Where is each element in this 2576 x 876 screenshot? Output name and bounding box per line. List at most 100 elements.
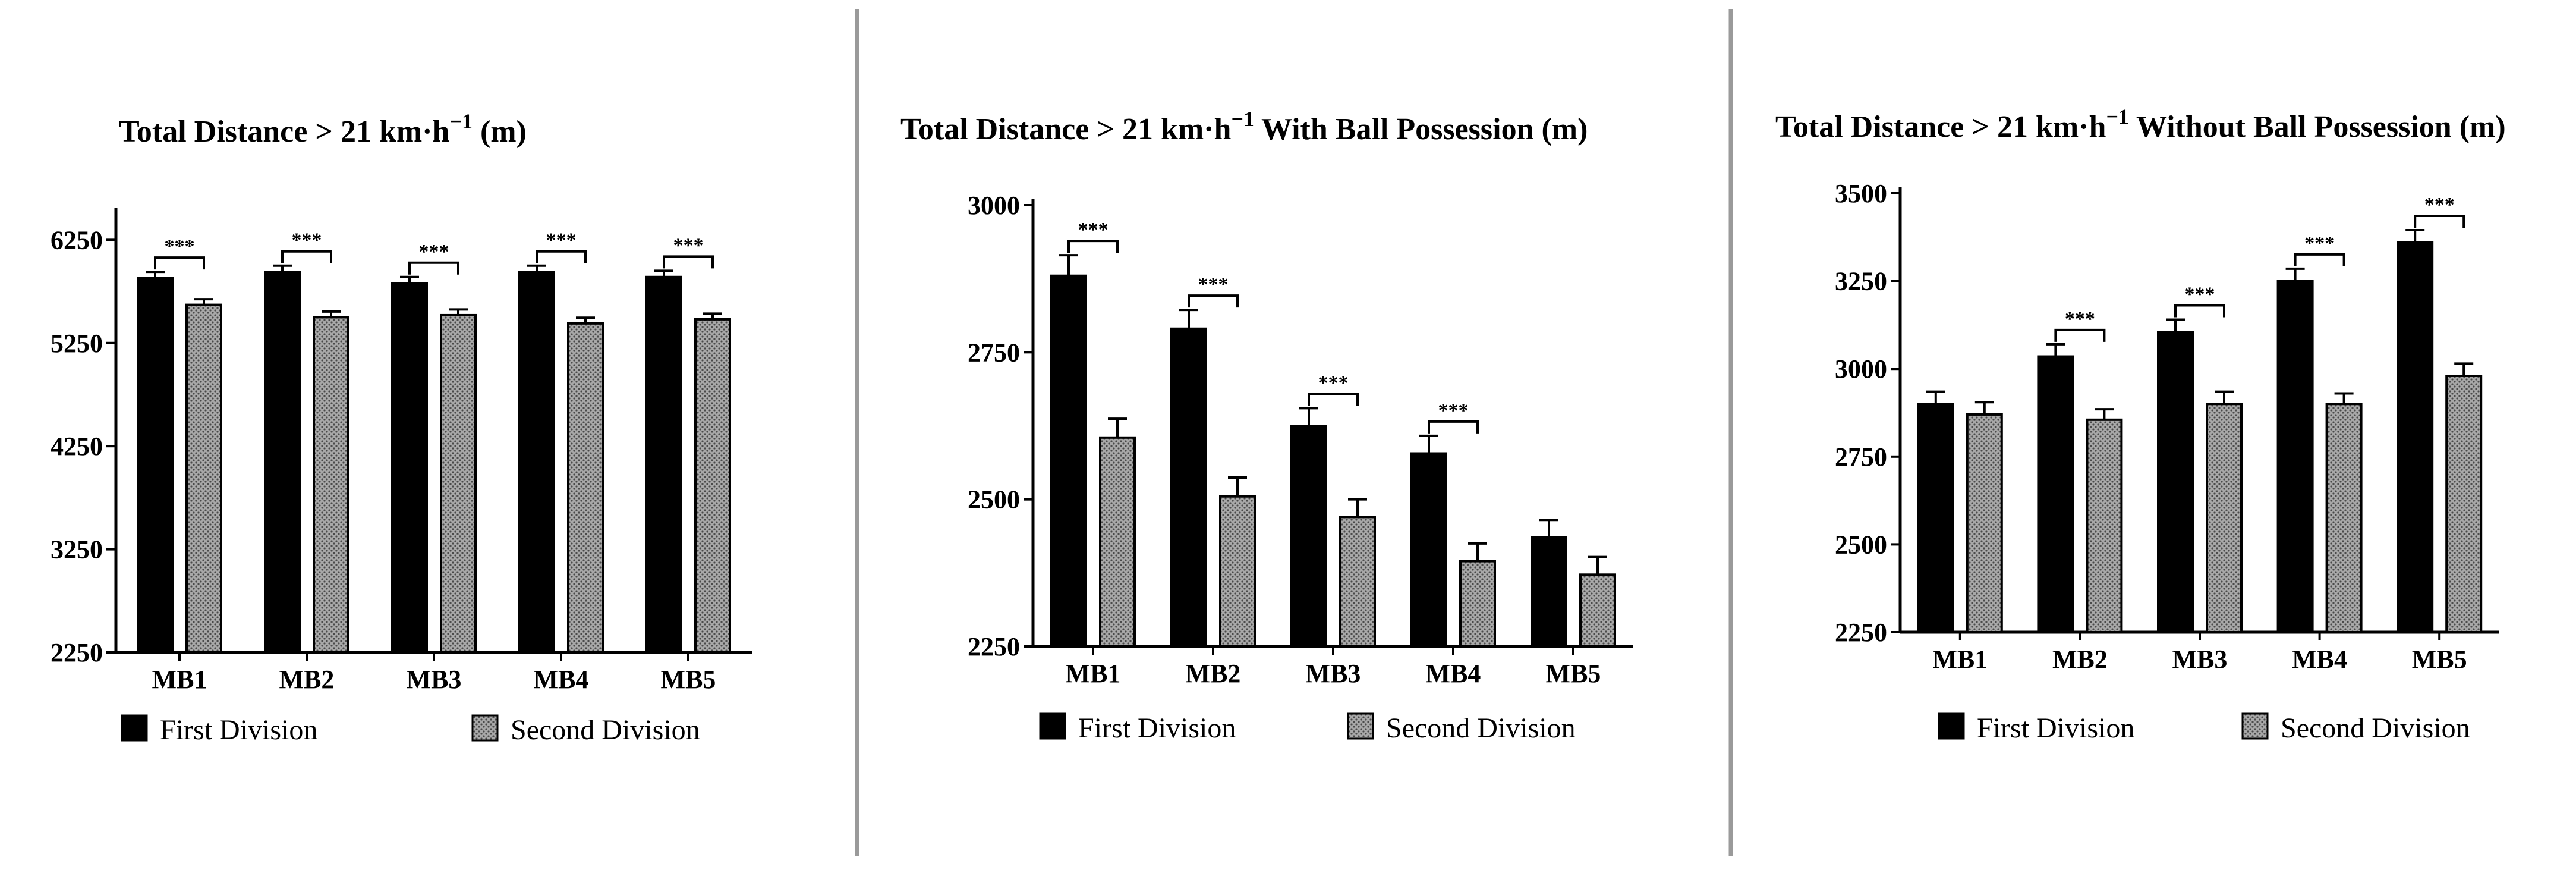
legend-swatch-first-division <box>121 714 148 742</box>
y-tick-label: 3250 <box>51 535 103 564</box>
bar-second-division-mb5 <box>1579 573 1616 648</box>
chart-title-superscript: −1 <box>449 109 473 133</box>
x-tick-label-mb1: MB1 <box>1932 645 1988 674</box>
significance-bracket <box>1067 240 1119 253</box>
significance-bracket <box>2054 328 2106 342</box>
chart-title-suffix: (m) <box>473 115 527 149</box>
significance-bracket <box>2174 304 2225 318</box>
bar-second-division-mb4 <box>567 322 604 654</box>
significance-label: *** <box>1198 274 1229 296</box>
significance-label: *** <box>1438 400 1469 422</box>
x-tick-label-mb3: MB3 <box>407 665 462 694</box>
bar-second-division-mb4 <box>2325 403 2363 633</box>
x-tick-label-mb4: MB4 <box>534 665 589 694</box>
chart-title: Total Distance > 21 km·h−1 Without Ball … <box>1775 105 2506 144</box>
bar-first-division-mb2 <box>1170 327 1207 648</box>
significance-label: *** <box>546 230 577 252</box>
chart-title-superscript: −1 <box>2106 105 2129 128</box>
bar-first-division-mb1 <box>1917 403 1954 633</box>
chart-panel-2: Total Distance > 21 km·h−1 With Ball Pos… <box>900 107 1633 744</box>
bar-first-division-mb3 <box>2157 331 2194 633</box>
x-tick-label-mb2: MB2 <box>279 665 335 694</box>
bar-second-division-mb5 <box>2445 375 2483 633</box>
significance-bracket <box>1428 420 1479 434</box>
y-tick-label: 2500 <box>1835 530 1887 559</box>
y-tick-label: 6250 <box>51 225 103 255</box>
bar-second-division-mb3 <box>2206 403 2243 633</box>
x-tick-label-mb3: MB3 <box>1306 659 1361 688</box>
y-tick-label: 2250 <box>1835 618 1887 647</box>
y-tick-label: 3000 <box>1835 354 1887 384</box>
x-tick-label-mb2: MB2 <box>1186 659 1241 688</box>
bar-second-division-mb1 <box>1099 436 1136 648</box>
significance-bracket <box>536 250 587 263</box>
legend-label-second-division: Second Division <box>2281 712 2470 744</box>
chart-panels: Total Distance > 21 km·h−1 (m)2250325042… <box>51 105 2506 746</box>
x-tick-label-mb5: MB5 <box>2412 645 2467 674</box>
x-tick-label-mb5: MB5 <box>661 665 716 694</box>
bar-first-division-mb5 <box>645 275 682 654</box>
chart-title: Total Distance > 21 km·h−1 (m) <box>119 109 527 149</box>
bar-second-division-mb3 <box>440 313 477 654</box>
x-tick-label-mb1: MB1 <box>1066 659 1121 688</box>
significance-bracket <box>2294 253 2345 266</box>
bar-second-division-mb3 <box>1339 516 1376 648</box>
bar-first-division-mb5 <box>1531 536 1567 648</box>
bar-first-division-mb4 <box>1410 452 1447 648</box>
legend-label-first-division: First Division <box>160 714 317 746</box>
significance-label: *** <box>673 234 704 256</box>
bar-first-division-mb1 <box>137 277 174 654</box>
legend-swatch-second-division <box>471 714 499 742</box>
significance-bracket <box>408 261 459 275</box>
bar-second-division-mb2 <box>2086 418 2123 633</box>
bar-second-division-mb5 <box>694 318 731 654</box>
legend-label-first-division: First Division <box>1977 712 2134 744</box>
chart-panel-3: Total Distance > 21 km·h−1 Without Ball … <box>1775 105 2506 744</box>
significance-label: *** <box>1078 219 1109 241</box>
chart-title-main: Total Distance > 21 km·h <box>1775 110 2106 144</box>
significance-bracket <box>2414 214 2465 228</box>
chart-title-suffix: Without Ball Possession (m) <box>2129 110 2506 144</box>
significance-bracket <box>1308 393 1359 406</box>
y-tick-label: 2750 <box>1835 442 1887 472</box>
significance-label: *** <box>2185 284 2215 306</box>
y-tick-label: 2500 <box>968 485 1020 514</box>
bar-second-division-mb1 <box>1966 413 2003 634</box>
chart-title-superscript: −1 <box>1231 107 1254 131</box>
y-tick-label: 2250 <box>51 638 103 667</box>
chart-title: Total Distance > 21 km·h−1 With Ball Pos… <box>900 107 1588 146</box>
bar-first-division-mb3 <box>1290 425 1327 648</box>
bar-second-division-mb2 <box>313 316 349 654</box>
x-tick-label-mb3: MB3 <box>2172 645 2228 674</box>
x-tick-label-mb5: MB5 <box>1546 659 1601 688</box>
bar-first-division-mb1 <box>1050 274 1087 648</box>
x-tick-label-mb1: MB1 <box>152 665 207 694</box>
bar-first-division-mb5 <box>2397 241 2434 633</box>
significance-bracket <box>154 256 205 270</box>
significance-label: *** <box>165 236 195 258</box>
significance-label: *** <box>292 230 322 252</box>
legend-swatch-first-division <box>1938 712 1965 740</box>
legend-swatch-second-division <box>2241 712 2269 740</box>
chart-title-main: Total Distance > 21 km·h <box>119 115 450 149</box>
significance-label: *** <box>1318 372 1349 394</box>
significance-bracket <box>1188 294 1239 308</box>
bar-first-division-mb2 <box>264 271 301 654</box>
x-tick-label-mb2: MB2 <box>2052 645 2108 674</box>
legend-swatch-first-division <box>1039 712 1066 740</box>
y-tick-label: 2750 <box>968 338 1020 367</box>
chart-panel-1: Total Distance > 21 km·h−1 (m) 2250 3250 42… <box>51 109 752 746</box>
x-tick-label-mb4: MB4 <box>2292 645 2347 674</box>
legend-label-second-division: Second Division <box>1386 712 1576 744</box>
y-tick-label: 3000 <box>968 191 1020 220</box>
y-tick-label: 3250 <box>1835 267 1887 296</box>
legend-label-second-division: Second Division <box>511 714 700 746</box>
y-tick-label: 2250 <box>968 632 1020 661</box>
significance-label: *** <box>2304 233 2335 255</box>
bar-second-division-mb2 <box>1219 495 1256 648</box>
bar-second-division-mb4 <box>1459 560 1496 648</box>
bar-first-division-mb3 <box>391 282 428 654</box>
chart-title-main: Total Distance > 21 km·h <box>900 112 1232 146</box>
significance-label: *** <box>2424 194 2455 216</box>
y-tick-label: 4250 <box>51 432 103 461</box>
